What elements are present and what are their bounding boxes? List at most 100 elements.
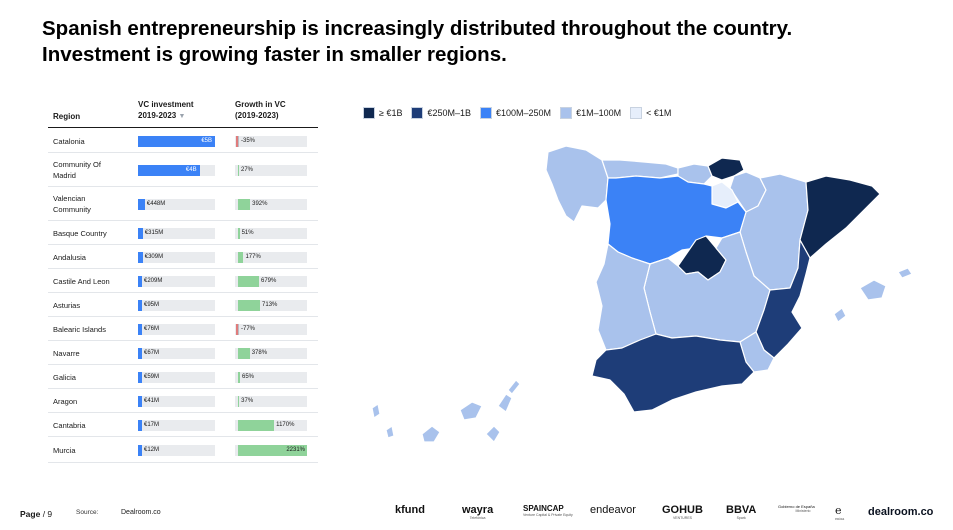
legend-swatch [411,107,424,119]
table-row[interactable]: Valencian Community €448M 392% [48,187,318,221]
table-row[interactable]: Murcia €12M 2231% [48,437,318,463]
growth-bar [236,323,238,335]
row-region-name: Galicia [53,372,76,382]
growth-bar [238,227,240,239]
partner-name: Gobierno de España [778,504,815,509]
vc-bar-track: €448M [138,198,215,210]
map-region-canary-3[interactable] [421,425,441,443]
partner-sub: Spark [736,516,746,520]
sort-descending-icon[interactable]: ▼ [178,113,186,120]
table-row[interactable]: Cantabria €17M 1170% [48,413,318,437]
table-row[interactable]: Catalonia €5B -35% [48,129,318,153]
map-region-canary-1[interactable] [371,403,381,419]
vc-bar [138,135,215,147]
vc-bar [138,323,142,335]
table-row[interactable]: Andalusia €309M 177% [48,245,318,269]
row-region-name: Murcia [53,445,76,455]
table-row[interactable]: Galicia €59M 65% [48,365,318,389]
growth-bar [238,251,244,263]
vc-value-label: €315M [144,229,164,236]
page-label: Page [20,509,41,519]
legend-item: < €1M [630,107,671,119]
growth-bar-track: 679% [235,275,307,287]
table-header: Region VC investment 2019-2023 ▼ Growth … [48,96,318,128]
map-region-canary-7[interactable] [507,379,521,395]
growth-value-label: -35% [241,137,256,144]
map-region-valencian-community[interactable] [755,239,811,359]
map-region-basque-country[interactable] [707,157,745,181]
partner-logo-gohub: GOHUB VENTURES [662,504,703,520]
row-region-name: Balearic Islands [53,324,106,334]
vc-bar [138,251,143,263]
map-region-andalusia[interactable] [591,333,755,413]
vc-value-label: €5B [201,137,212,144]
map-legend: ≥ €1B €250M–1B €100M–250M €1M–100M < €1M [363,106,680,120]
vc-value-label: €67M [144,349,160,356]
partner-sub: Telefónica [469,516,486,520]
growth-value-label: 1170% [276,421,295,428]
growth-zero-line [238,135,239,147]
partner-logo-enisa: e enisa [835,504,844,521]
title-line-2: Investment is growing faster in smaller … [42,43,507,66]
growth-value-label: -77% [241,325,256,332]
column-header-vc-line1: VC investment [138,100,194,109]
partner-name: wayra [462,504,494,516]
table-row[interactable]: Basque Country €315M 51% [48,221,318,245]
vc-bar-track: €209M [138,275,215,287]
legend-item: ≥ €1B [363,107,402,119]
column-header-vc-investment[interactable]: VC investment 2019-2023 ▼ [138,99,194,122]
partner-name: BBVA [726,504,757,516]
title-line-1: Spanish entrepreneurship is increasingly… [42,17,793,40]
partner-name: GOHUB [662,504,703,516]
growth-bar [238,419,275,431]
growth-bar [238,198,251,210]
map-region-balearic-minorca[interactable] [897,267,913,279]
map-region-canary-4[interactable] [459,401,483,421]
map-region-canary-2[interactable] [385,425,395,439]
growth-value-label: 37% [241,397,254,404]
partner-name: e [835,504,842,517]
column-header-growth[interactable]: Growth in VC (2019-2023) [235,99,286,121]
table-row[interactable]: Navarre €67M 378% [48,341,318,365]
vc-bar-track: €67M [138,347,215,359]
map-region-canary-5[interactable] [485,425,501,443]
row-region-name: Andalusia [53,252,86,262]
row-region-name: Castile And Leon [53,276,110,286]
map-region-catalonia[interactable] [799,175,881,259]
growth-bar-track: 392% [235,198,307,210]
legend-label: €250M–1B [427,108,472,118]
vc-bar-track: €315M [138,227,215,239]
partner-sub: VENTURES [672,516,692,520]
growth-value-label: 392% [252,200,268,207]
vc-bar [138,198,145,210]
row-region-name: Navarre [53,348,80,358]
spain-choropleth-map [371,145,913,443]
legend-swatch [480,107,493,119]
vc-value-label: €12M [144,446,160,453]
table-row[interactable]: Asturias €95M 713% [48,293,318,317]
table-row[interactable]: Community Of Madrid €4B 27% [48,153,318,187]
legend-item: €1M–100M [560,107,621,119]
map-region-galicia[interactable] [545,145,609,223]
legend-label: €1M–100M [576,108,622,118]
map-region-asturias[interactable] [601,159,679,179]
column-header-region: Region [53,112,81,121]
source-label: Source: [76,509,99,516]
row-region-name: Asturias [53,300,81,310]
vc-bar-track: €4B [138,164,215,176]
legend-label: < €1M [646,108,672,118]
dealroom-logo[interactable]: dealroom.co [868,506,934,518]
growth-bar-track: 65% [235,371,307,383]
partner-logo-bbva: BBVA Spark [726,504,756,520]
vc-value-label: €4B [185,166,197,173]
vc-bar [138,227,143,239]
map-region-canary-6[interactable] [497,393,513,413]
growth-bar [238,444,307,456]
growth-bar [238,275,259,287]
table-row[interactable]: Balearic Islands €76M -77% [48,317,318,341]
map-region-balearic-ibiza[interactable] [833,307,847,323]
growth-bar [238,371,240,383]
map-region-balearic-majorca[interactable] [859,279,887,301]
table-row[interactable]: Castile And Leon €209M 679% [48,269,318,293]
table-row[interactable]: Aragon €41M 37% [48,389,318,413]
